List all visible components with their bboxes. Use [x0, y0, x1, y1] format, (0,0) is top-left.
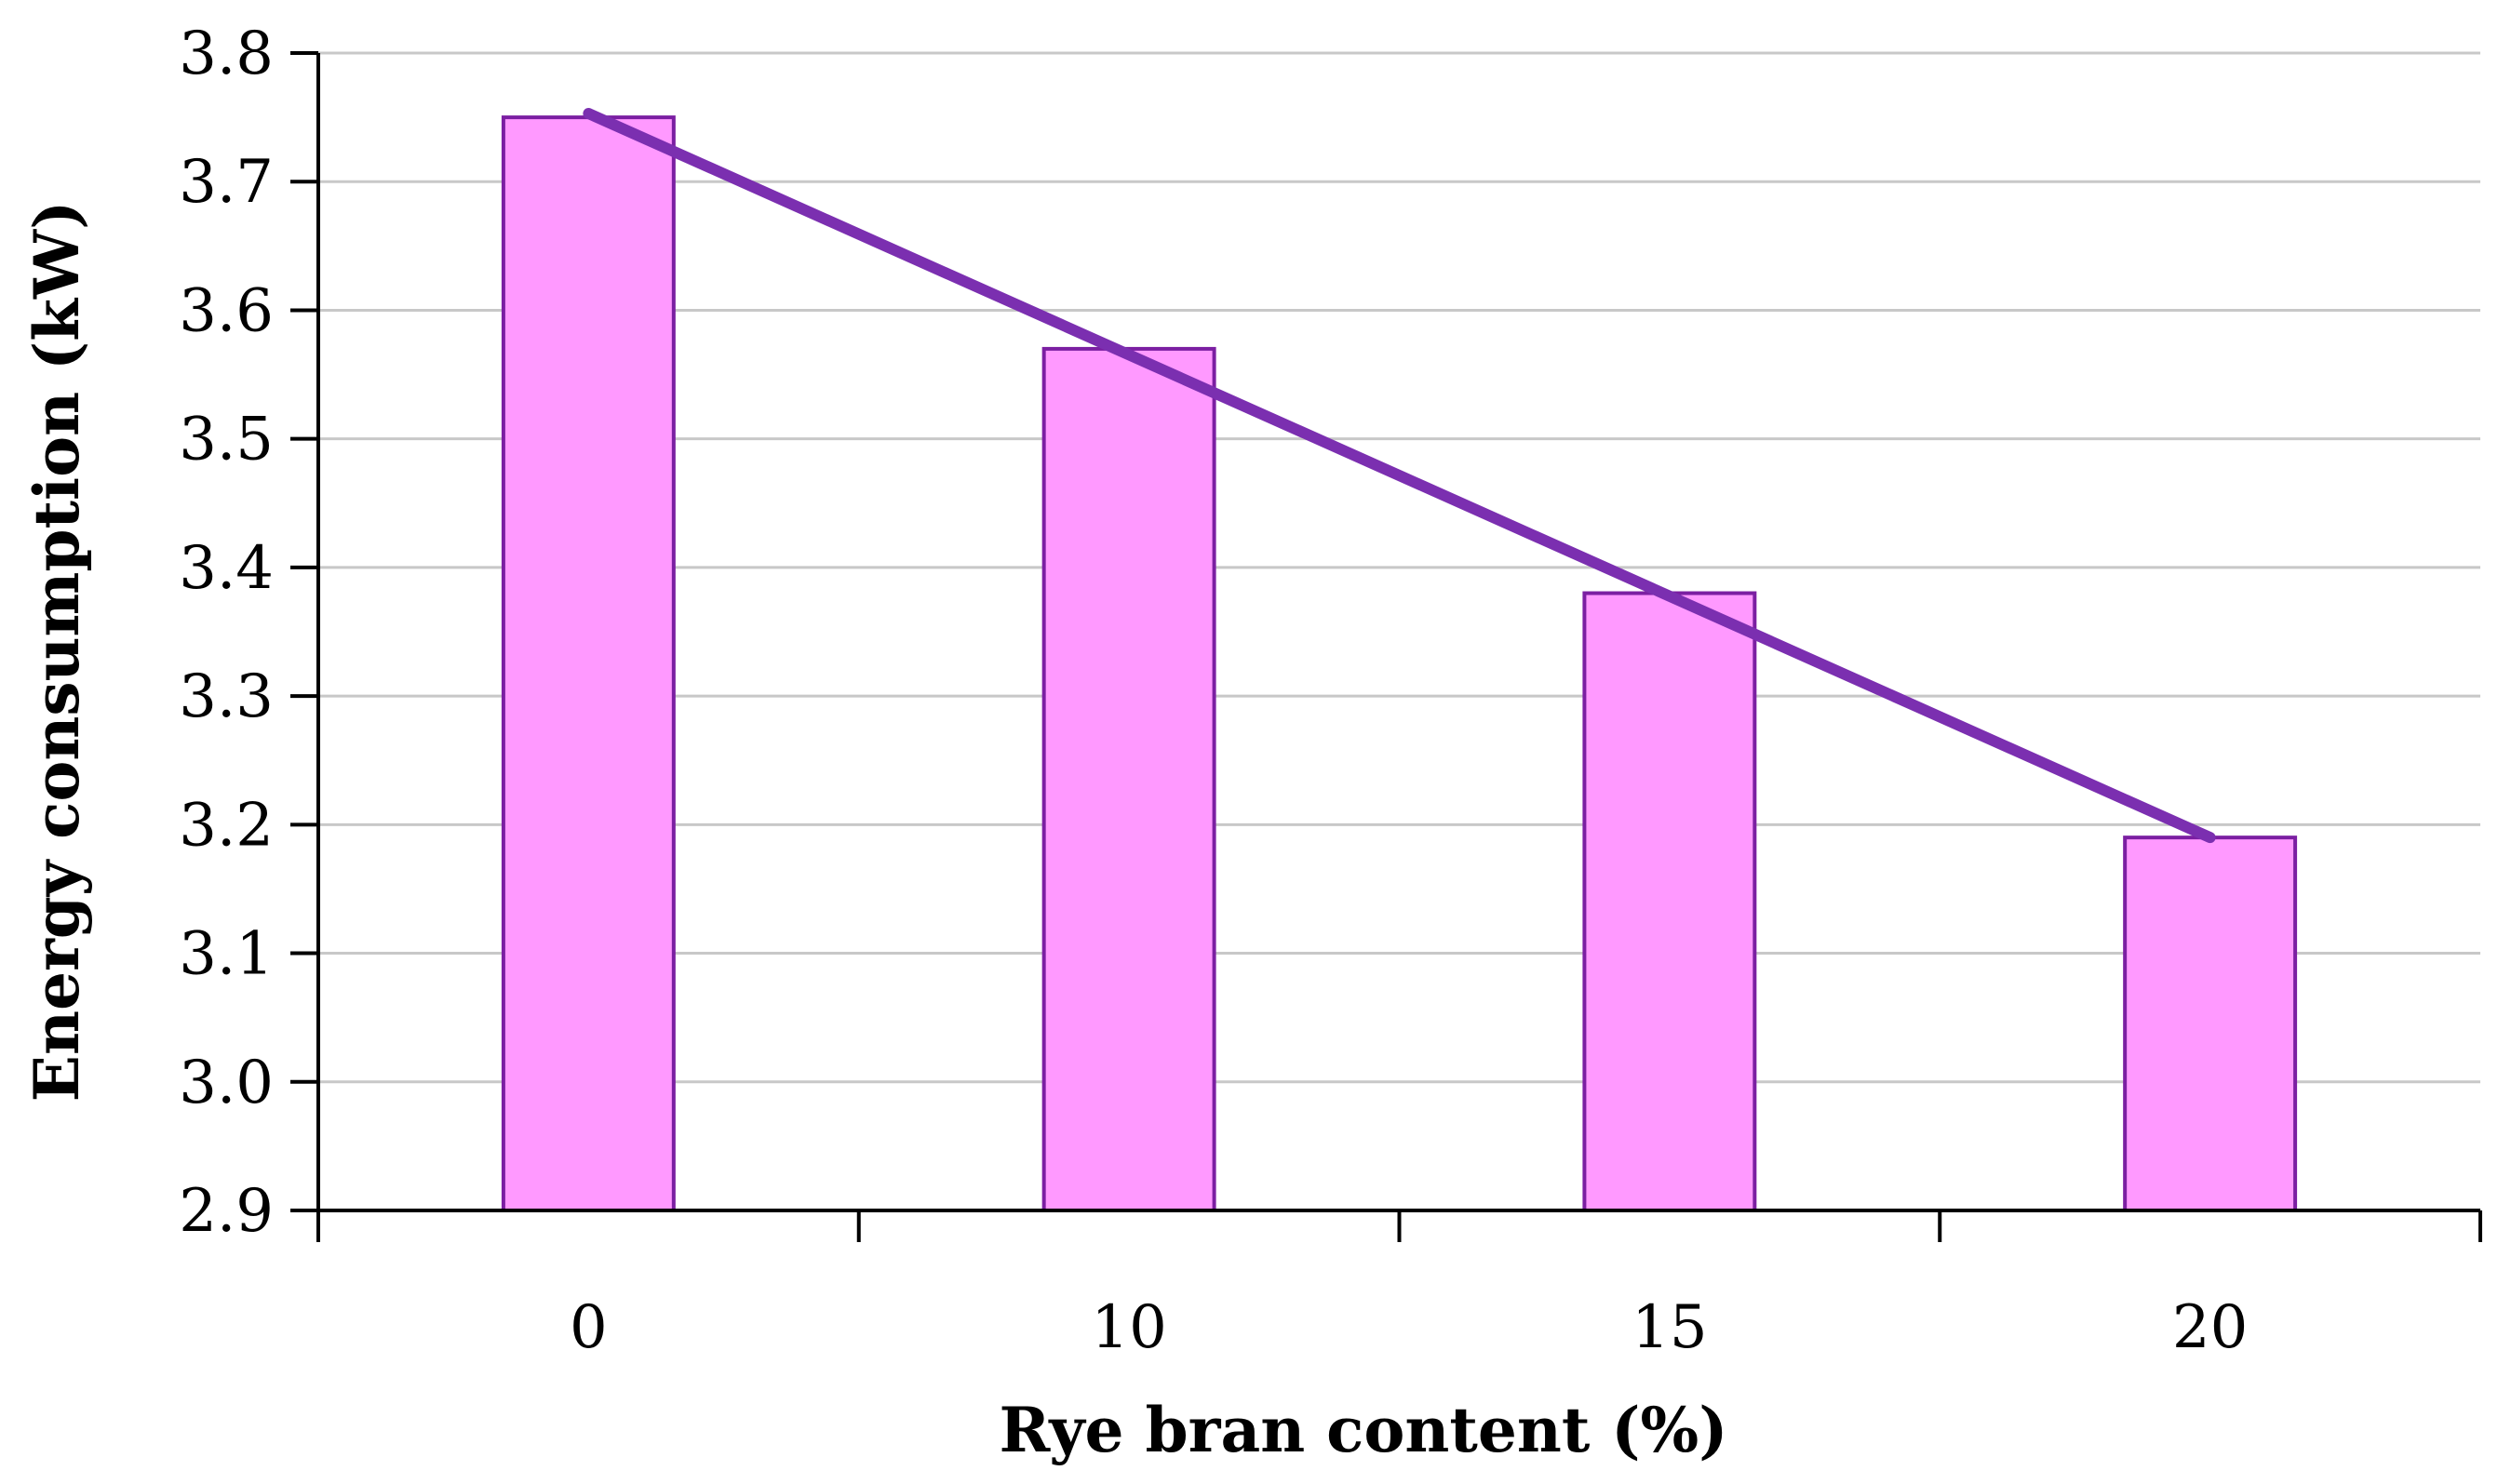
x-tick-label: 10 — [1091, 1293, 1166, 1362]
axes — [316, 53, 2482, 1242]
y-tick-label: 3.3 — [179, 662, 274, 731]
y-tick-label: 3.5 — [179, 406, 274, 475]
x-tick-label: 20 — [2172, 1293, 2248, 1362]
bar — [1582, 591, 1757, 1212]
x-axis-title: Rye bran content (%) — [1000, 1394, 1728, 1466]
y-tick-labels: 2.9 3.0 3.1 3.2 3.3 3.4 3.5 3.6 3.7 3.8 — [179, 20, 274, 1246]
bar — [1041, 346, 1216, 1212]
trendline-group — [583, 107, 2216, 844]
y-tick-label: 3.4 — [179, 534, 274, 603]
bars — [501, 115, 2298, 1213]
y-tick-label: 3.8 — [179, 20, 274, 88]
y-tick-label: 3.6 — [179, 276, 274, 345]
x-tick-labels: 0 10 15 20 — [570, 1293, 2248, 1362]
x-tick-label: 15 — [1632, 1293, 1707, 1362]
y-tick-label: 3.2 — [179, 791, 274, 860]
gridlines — [290, 51, 2480, 1212]
y-tick-label: 3.1 — [179, 920, 274, 989]
y-tick-label: 2.9 — [179, 1177, 274, 1246]
y-tick-label: 3.0 — [179, 1049, 274, 1117]
x-tick-label: 0 — [570, 1293, 608, 1362]
y-axis-title: Energy consumption (kW) — [20, 201, 93, 1103]
bar — [2123, 836, 2298, 1213]
bar — [501, 115, 676, 1213]
y-tick-label: 3.7 — [179, 148, 274, 217]
trendline — [583, 107, 2216, 844]
